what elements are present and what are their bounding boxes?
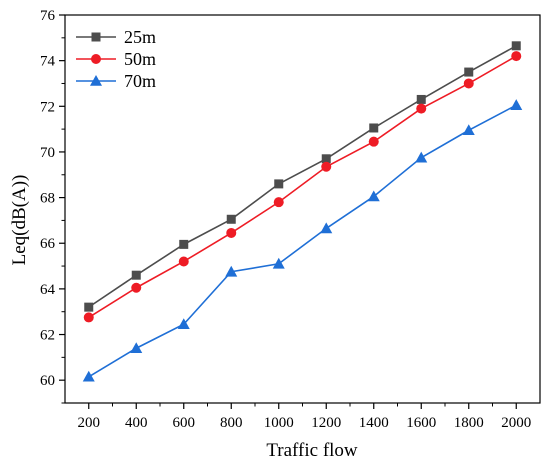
y-tick-label: 72 [40,99,55,115]
data-point [321,161,332,172]
legend-label: 70m [124,71,156,91]
series-line [88,104,517,378]
x-tick-label: 1600 [406,415,436,431]
data-point [367,190,380,202]
data-point [226,214,236,224]
legend-item: 70m [76,71,156,91]
y-tick-label: 76 [40,8,56,24]
legend-label: 25m [124,27,156,47]
y-tick-label: 64 [40,282,56,298]
y-tick-label: 60 [40,373,55,389]
data-point [179,239,189,249]
data-point [177,318,190,330]
data-point [511,41,521,51]
data-point [82,370,95,382]
data-point [131,282,142,293]
x-tick-label: 2000 [501,415,531,431]
data-point [272,257,285,269]
data-point [464,67,474,77]
x-tick-label: 1000 [264,415,294,431]
y-axis: 60 62 64 66 68 70 72 74 76 [40,8,65,404]
data-point [416,103,427,114]
series-50m [83,51,522,323]
legend-label: 50m [124,49,156,69]
series-layer [82,41,523,382]
x-axis-title: Traffic flow [266,440,358,461]
data-point [226,227,237,238]
data-point [368,136,379,147]
y-tick-label: 74 [40,54,56,70]
x-tick-label: 600 [173,415,196,431]
y-tick-label: 66 [40,236,56,252]
x-tick-label: 1200 [311,415,341,431]
data-point [225,265,238,277]
x-tick-label: 1800 [454,415,484,431]
data-point [83,312,94,323]
data-point [510,99,523,110]
series-line [88,55,517,319]
y-tick-label: 70 [40,145,55,161]
data-point [178,256,189,267]
data-point [463,78,474,89]
legend-item: 25m [76,27,156,47]
series-25m [84,41,521,312]
y-tick-label: 62 [40,328,55,344]
y-tick-label: 68 [40,191,55,207]
data-point [416,94,426,104]
data-point [511,51,522,62]
data-point [415,151,428,163]
legend-marker [90,75,102,86]
series-line [88,45,517,308]
x-tick-label: 1400 [359,415,389,431]
legend-item: 50m [76,49,156,69]
x-tick-label: 200 [78,415,101,431]
x-tick-label: 800 [220,415,243,431]
legend-marker [91,32,101,42]
data-point [274,179,284,189]
data-point [130,342,143,354]
legend-marker [91,54,101,64]
x-tick-label: 400 [125,415,148,431]
data-point [462,124,475,136]
data-point [321,154,331,164]
data-point [320,222,333,234]
data-point [131,270,141,280]
data-point [84,302,94,312]
y-axis-title: Leq(dB(A)) [9,175,30,266]
data-point [369,123,379,133]
x-axis: 200 400 600 800 1000 1200 1400 1600 1800 2000 [78,403,531,431]
series-70m [82,99,523,382]
data-point [273,197,284,208]
